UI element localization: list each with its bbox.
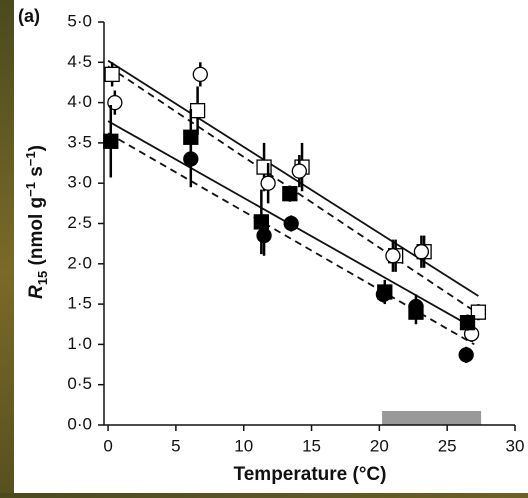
x-tick-label: 10	[234, 436, 253, 455]
marker	[189, 103, 206, 119]
marker	[103, 133, 119, 149]
y-tick-label: 1·0	[67, 334, 92, 353]
marker	[253, 214, 269, 230]
y-label-symbol: R	[26, 285, 47, 299]
marker	[260, 175, 276, 191]
y-tick-label: 1·5	[67, 294, 92, 313]
marker	[458, 347, 474, 363]
marker	[408, 298, 424, 315]
highlight-band	[382, 411, 482, 425]
x-tick-label: 5	[171, 436, 180, 455]
marker	[192, 66, 208, 83]
y-tick-label: 0·0	[67, 414, 92, 433]
marker	[459, 314, 476, 331]
y-tick-label: 3·0	[67, 173, 92, 192]
x-tick-label: 20	[370, 436, 389, 455]
y-label-unit: (nmol g	[26, 197, 47, 271]
y-label-unit: )	[26, 145, 47, 151]
y-tick-label: 3·5	[67, 132, 92, 151]
x-axis-label: Temperature (°C)	[234, 464, 387, 485]
y-label-exponent: −1	[23, 151, 38, 166]
x-tick-label: 15	[302, 436, 321, 455]
marker	[183, 151, 199, 167]
marker	[256, 227, 272, 244]
y-tick-label: 4·5	[67, 52, 92, 71]
panel-label: (a)	[18, 6, 40, 26]
x-tick-label: 0	[103, 436, 112, 455]
y-tick-label: 2·0	[67, 253, 92, 272]
y-label-exponent: −1	[23, 182, 38, 197]
marker	[291, 163, 307, 179]
y-label-unit: s	[26, 166, 47, 182]
marker	[283, 215, 299, 232]
y-tick-label: 2·5	[67, 213, 92, 232]
marker	[104, 66, 120, 83]
plot-background	[14, 0, 528, 493]
y-tick-label: 0·5	[67, 374, 92, 393]
x-tick-label: 30	[506, 436, 525, 455]
y-tick-label: 4·0	[67, 92, 92, 111]
marker	[413, 244, 430, 260]
y-axis-label: R15 (nmol g−1 s−1)	[23, 145, 50, 299]
marker	[385, 248, 401, 264]
marker	[282, 186, 298, 202]
y-label-subscript: 15	[35, 271, 50, 285]
y-tick-label: 5·0	[67, 11, 92, 30]
x-tick-label: 25	[438, 436, 457, 455]
marker	[375, 286, 392, 303]
